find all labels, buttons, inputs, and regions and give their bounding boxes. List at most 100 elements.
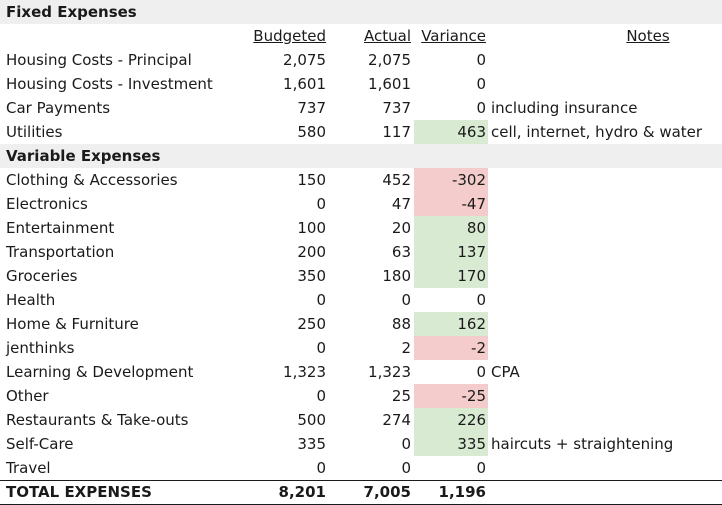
budgeted-value: 335 <box>297 435 326 453</box>
variance-value: 162 <box>414 312 488 336</box>
notes-value <box>491 264 722 288</box>
notes-value: haircuts + straightening <box>491 435 674 453</box>
actual-value: 1,601 <box>368 75 411 93</box>
variance-value: 463 <box>414 120 488 144</box>
table-row: jenthinks 0 2 -2 <box>0 336 722 360</box>
table-row: Clothing & Accessories 150 452 -302 <box>0 168 722 192</box>
total-actual: 7,005 <box>363 483 411 501</box>
budgeted-value: 150 <box>297 171 326 189</box>
budgeted-value: 1,323 <box>283 363 326 381</box>
row-label: Car Payments <box>6 99 111 117</box>
fixed-expenses-section-header: Fixed Expenses <box>0 0 722 24</box>
variance-value: -2 <box>414 336 488 360</box>
header-actual: Actual <box>364 27 411 45</box>
budgeted-value: 0 <box>316 387 326 405</box>
row-label: Self-Care <box>6 435 74 453</box>
notes-value <box>491 216 722 240</box>
budgeted-value: 250 <box>297 315 326 333</box>
actual-value: 2,075 <box>368 51 411 69</box>
table-row: Restaurants & Take-outs 500 274 226 <box>0 408 722 432</box>
budgeted-value: 0 <box>316 291 326 309</box>
row-label: Other <box>6 387 49 405</box>
notes-value <box>491 288 722 312</box>
notes-value <box>491 48 722 72</box>
row-label: Housing Costs - Investment <box>6 75 213 93</box>
row-label: Restaurants & Take-outs <box>6 411 189 429</box>
budgeted-value: 0 <box>316 195 326 213</box>
notes-value <box>491 312 722 336</box>
budgeted-value: 1,601 <box>283 75 326 93</box>
table-row: Health 0 0 0 <box>0 288 722 312</box>
variance-value: -302 <box>414 168 488 192</box>
row-label: Travel <box>6 459 51 477</box>
column-headers: Budgeted Actual Variance Notes <box>0 24 722 48</box>
table-row: Transportation 200 63 137 <box>0 240 722 264</box>
row-label: Utilities <box>6 123 63 141</box>
notes-value <box>491 240 722 264</box>
row-label: Learning & Development <box>6 363 194 381</box>
budgeted-value: 500 <box>297 411 326 429</box>
notes-value <box>491 456 722 480</box>
variance-value: 170 <box>414 264 488 288</box>
notes-value <box>491 336 722 360</box>
notes-value <box>491 408 722 432</box>
row-label: Housing Costs - Principal <box>6 51 192 69</box>
variance-value: 226 <box>414 408 488 432</box>
table-row: Housing Costs - Principal 2,075 2,075 0 <box>0 48 722 72</box>
budgeted-value: 737 <box>297 99 326 117</box>
budgeted-value: 2,075 <box>283 51 326 69</box>
section-title: Fixed Expenses <box>6 3 137 21</box>
variance-value: 137 <box>414 240 488 264</box>
notes-value: CPA <box>491 363 520 381</box>
variable-expenses-section-header: Variable Expenses <box>0 144 722 168</box>
row-label: jenthinks <box>6 339 75 357</box>
notes-value <box>491 384 722 408</box>
row-label: Transportation <box>6 243 115 261</box>
actual-value: 1,323 <box>368 363 411 381</box>
header-budgeted: Budgeted <box>253 27 326 45</box>
variance-value: -25 <box>414 384 488 408</box>
table-row: Travel 0 0 0 <box>0 456 722 480</box>
variance-value: 0 <box>476 99 486 117</box>
notes-value <box>491 72 722 96</box>
variance-value: 80 <box>414 216 488 240</box>
budgeted-value: 350 <box>297 267 326 285</box>
table-row: Self-Care 335 0 335 haircuts + straightening <box>0 432 722 456</box>
actual-value: 47 <box>391 195 411 213</box>
actual-value: 25 <box>391 387 411 405</box>
header-variance: Variance <box>421 27 486 45</box>
actual-value: 117 <box>382 123 411 141</box>
row-label: Health <box>6 291 56 309</box>
variance-value: 0 <box>476 291 486 309</box>
budgeted-value: 100 <box>297 219 326 237</box>
table-row: Groceries 350 180 170 <box>0 264 722 288</box>
variance-value: -47 <box>414 192 488 216</box>
variance-value: 0 <box>476 75 486 93</box>
actual-value: 0 <box>401 459 411 477</box>
table-row: Utilities 580 117 463 cell, internet, hydro … <box>0 120 722 144</box>
table-row: Home & Furniture 250 88 162 <box>0 312 722 336</box>
budgeted-value: 200 <box>297 243 326 261</box>
table-row: Learning & Development 1,323 1,323 0 CPA <box>0 360 722 384</box>
variance-value: 0 <box>476 363 486 381</box>
table-row: Other 0 25 -25 <box>0 384 722 408</box>
notes-value <box>491 192 722 216</box>
row-label: Home & Furniture <box>6 315 139 333</box>
variable-expenses-rows: Clothing & Accessories 150 452 -302 Electron… <box>0 168 722 480</box>
actual-value: 88 <box>391 315 411 333</box>
actual-value: 2 <box>401 339 411 357</box>
row-label: Electronics <box>6 195 88 213</box>
actual-value: 20 <box>391 219 411 237</box>
actual-value: 63 <box>391 243 411 261</box>
total-variance: 1,196 <box>438 483 486 501</box>
table-row: Electronics 0 47 -47 <box>0 192 722 216</box>
actual-value: 737 <box>382 99 411 117</box>
actual-value: 452 <box>382 171 411 189</box>
row-label: Groceries <box>6 267 78 285</box>
actual-value: 0 <box>401 291 411 309</box>
total-label: TOTAL EXPENSES <box>6 483 152 501</box>
row-label: Entertainment <box>6 219 115 237</box>
section-title: Variable Expenses <box>6 147 161 165</box>
actual-value: 0 <box>401 435 411 453</box>
